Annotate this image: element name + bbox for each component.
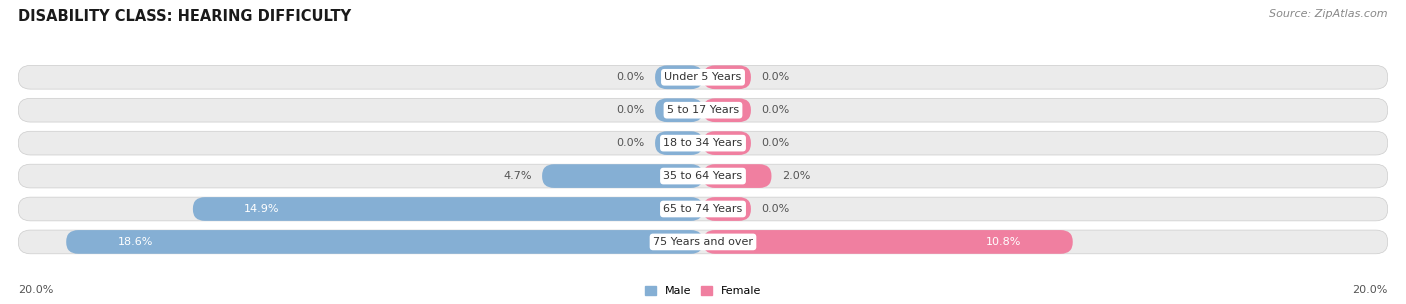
FancyBboxPatch shape [655, 98, 703, 122]
Text: DISABILITY CLASS: HEARING DIFFICULTY: DISABILITY CLASS: HEARING DIFFICULTY [18, 9, 352, 24]
FancyBboxPatch shape [18, 164, 1388, 188]
Text: 0.0%: 0.0% [617, 105, 645, 115]
Text: 0.0%: 0.0% [761, 105, 789, 115]
Text: 4.7%: 4.7% [503, 171, 531, 181]
FancyBboxPatch shape [18, 98, 1388, 122]
FancyBboxPatch shape [655, 65, 703, 89]
FancyBboxPatch shape [18, 131, 1388, 155]
FancyBboxPatch shape [703, 197, 751, 221]
Text: 2.0%: 2.0% [782, 171, 810, 181]
FancyBboxPatch shape [703, 98, 751, 122]
FancyBboxPatch shape [66, 230, 703, 254]
Text: 65 to 74 Years: 65 to 74 Years [664, 204, 742, 214]
Text: 18 to 34 Years: 18 to 34 Years [664, 138, 742, 148]
Legend: Male, Female: Male, Female [645, 286, 761, 296]
Text: 35 to 64 Years: 35 to 64 Years [664, 171, 742, 181]
Text: Under 5 Years: Under 5 Years [665, 72, 741, 82]
Text: 20.0%: 20.0% [18, 285, 53, 295]
Text: 18.6%: 18.6% [118, 237, 153, 247]
FancyBboxPatch shape [18, 197, 1388, 221]
Text: 0.0%: 0.0% [761, 204, 789, 214]
FancyBboxPatch shape [18, 230, 1388, 254]
Text: 0.0%: 0.0% [617, 72, 645, 82]
Text: 14.9%: 14.9% [245, 204, 280, 214]
FancyBboxPatch shape [703, 65, 751, 89]
FancyBboxPatch shape [655, 131, 703, 155]
FancyBboxPatch shape [703, 230, 1073, 254]
Text: 0.0%: 0.0% [761, 138, 789, 148]
Text: Source: ZipAtlas.com: Source: ZipAtlas.com [1270, 9, 1388, 19]
Text: 10.8%: 10.8% [986, 237, 1021, 247]
Text: 20.0%: 20.0% [1353, 285, 1388, 295]
Text: 0.0%: 0.0% [761, 72, 789, 82]
Text: 5 to 17 Years: 5 to 17 Years [666, 105, 740, 115]
Text: 0.0%: 0.0% [617, 138, 645, 148]
Text: 75 Years and over: 75 Years and over [652, 237, 754, 247]
FancyBboxPatch shape [18, 65, 1388, 89]
FancyBboxPatch shape [703, 164, 772, 188]
FancyBboxPatch shape [193, 197, 703, 221]
FancyBboxPatch shape [703, 131, 751, 155]
FancyBboxPatch shape [543, 164, 703, 188]
